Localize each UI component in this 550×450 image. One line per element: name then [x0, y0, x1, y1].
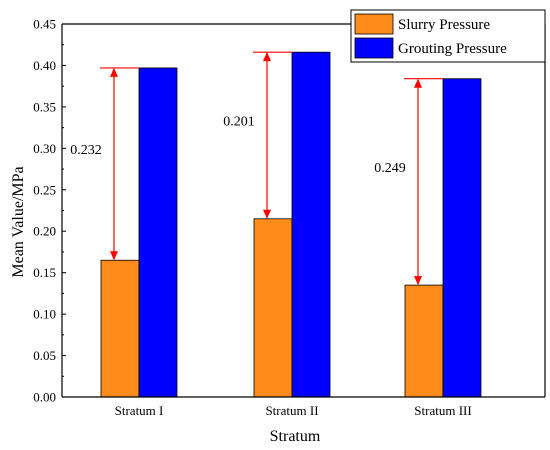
y-tick-label: 0.45: [33, 17, 56, 32]
bar-group: [100, 51, 482, 398]
legend-swatch: [354, 37, 394, 59]
x-axis-title: Stratum: [270, 428, 321, 445]
annotation-arrowhead-down: [110, 251, 118, 261]
y-tick-label: 0.10: [33, 307, 56, 322]
bar-grouting-3: [442, 78, 482, 398]
axes: 0.00 0.05 0.10 0.15 0.20 0.25 0.30 0.35 0.40 0.45…: [33, 17, 546, 418]
legend-label: Slurry Pressure: [398, 17, 490, 33]
annotation-arrowhead-down: [414, 276, 422, 286]
x-tick-label: Stratum I: [115, 403, 164, 418]
y-tick-label: 0.15: [33, 265, 56, 280]
x-tick-label: Stratum III: [414, 403, 471, 418]
bar-grouting-2: [291, 51, 331, 398]
y-tick-label: 0.40: [33, 58, 56, 73]
bar-slurry-3: [404, 284, 444, 398]
legend-label: Grouting Pressure: [398, 41, 507, 57]
y-tick-label: 0.05: [33, 348, 56, 363]
legend: Slurry Pressure Grouting Pressure: [350, 9, 546, 63]
bar-slurry-2: [253, 218, 293, 398]
y-tick-label: 0.20: [33, 224, 56, 239]
y-axis-title: Mean Value/MPa: [10, 166, 27, 277]
annotation-arrowhead-up: [263, 52, 271, 62]
annotation-label: 0.232: [70, 143, 102, 158]
y-tick-label: 0.35: [33, 99, 56, 114]
annotation-label: 0.249: [374, 161, 406, 176]
annotation-arrowhead-up: [110, 67, 118, 77]
x-tick-label: Stratum II: [265, 403, 318, 418]
y-tick-label: 0.00: [33, 390, 56, 405]
annotation-arrowhead-down: [263, 209, 271, 219]
annotation-label: 0.201: [223, 114, 255, 129]
bar-grouting-1: [138, 67, 178, 398]
annotation-group: 0.232 0.201 0.249: [70, 51, 443, 286]
legend-swatch: [354, 13, 394, 35]
annotation-arrowhead-up: [414, 78, 422, 88]
bar-slurry-1: [100, 259, 140, 398]
y-tick-label: 0.25: [33, 182, 56, 197]
y-tick-label: 0.30: [33, 141, 56, 156]
